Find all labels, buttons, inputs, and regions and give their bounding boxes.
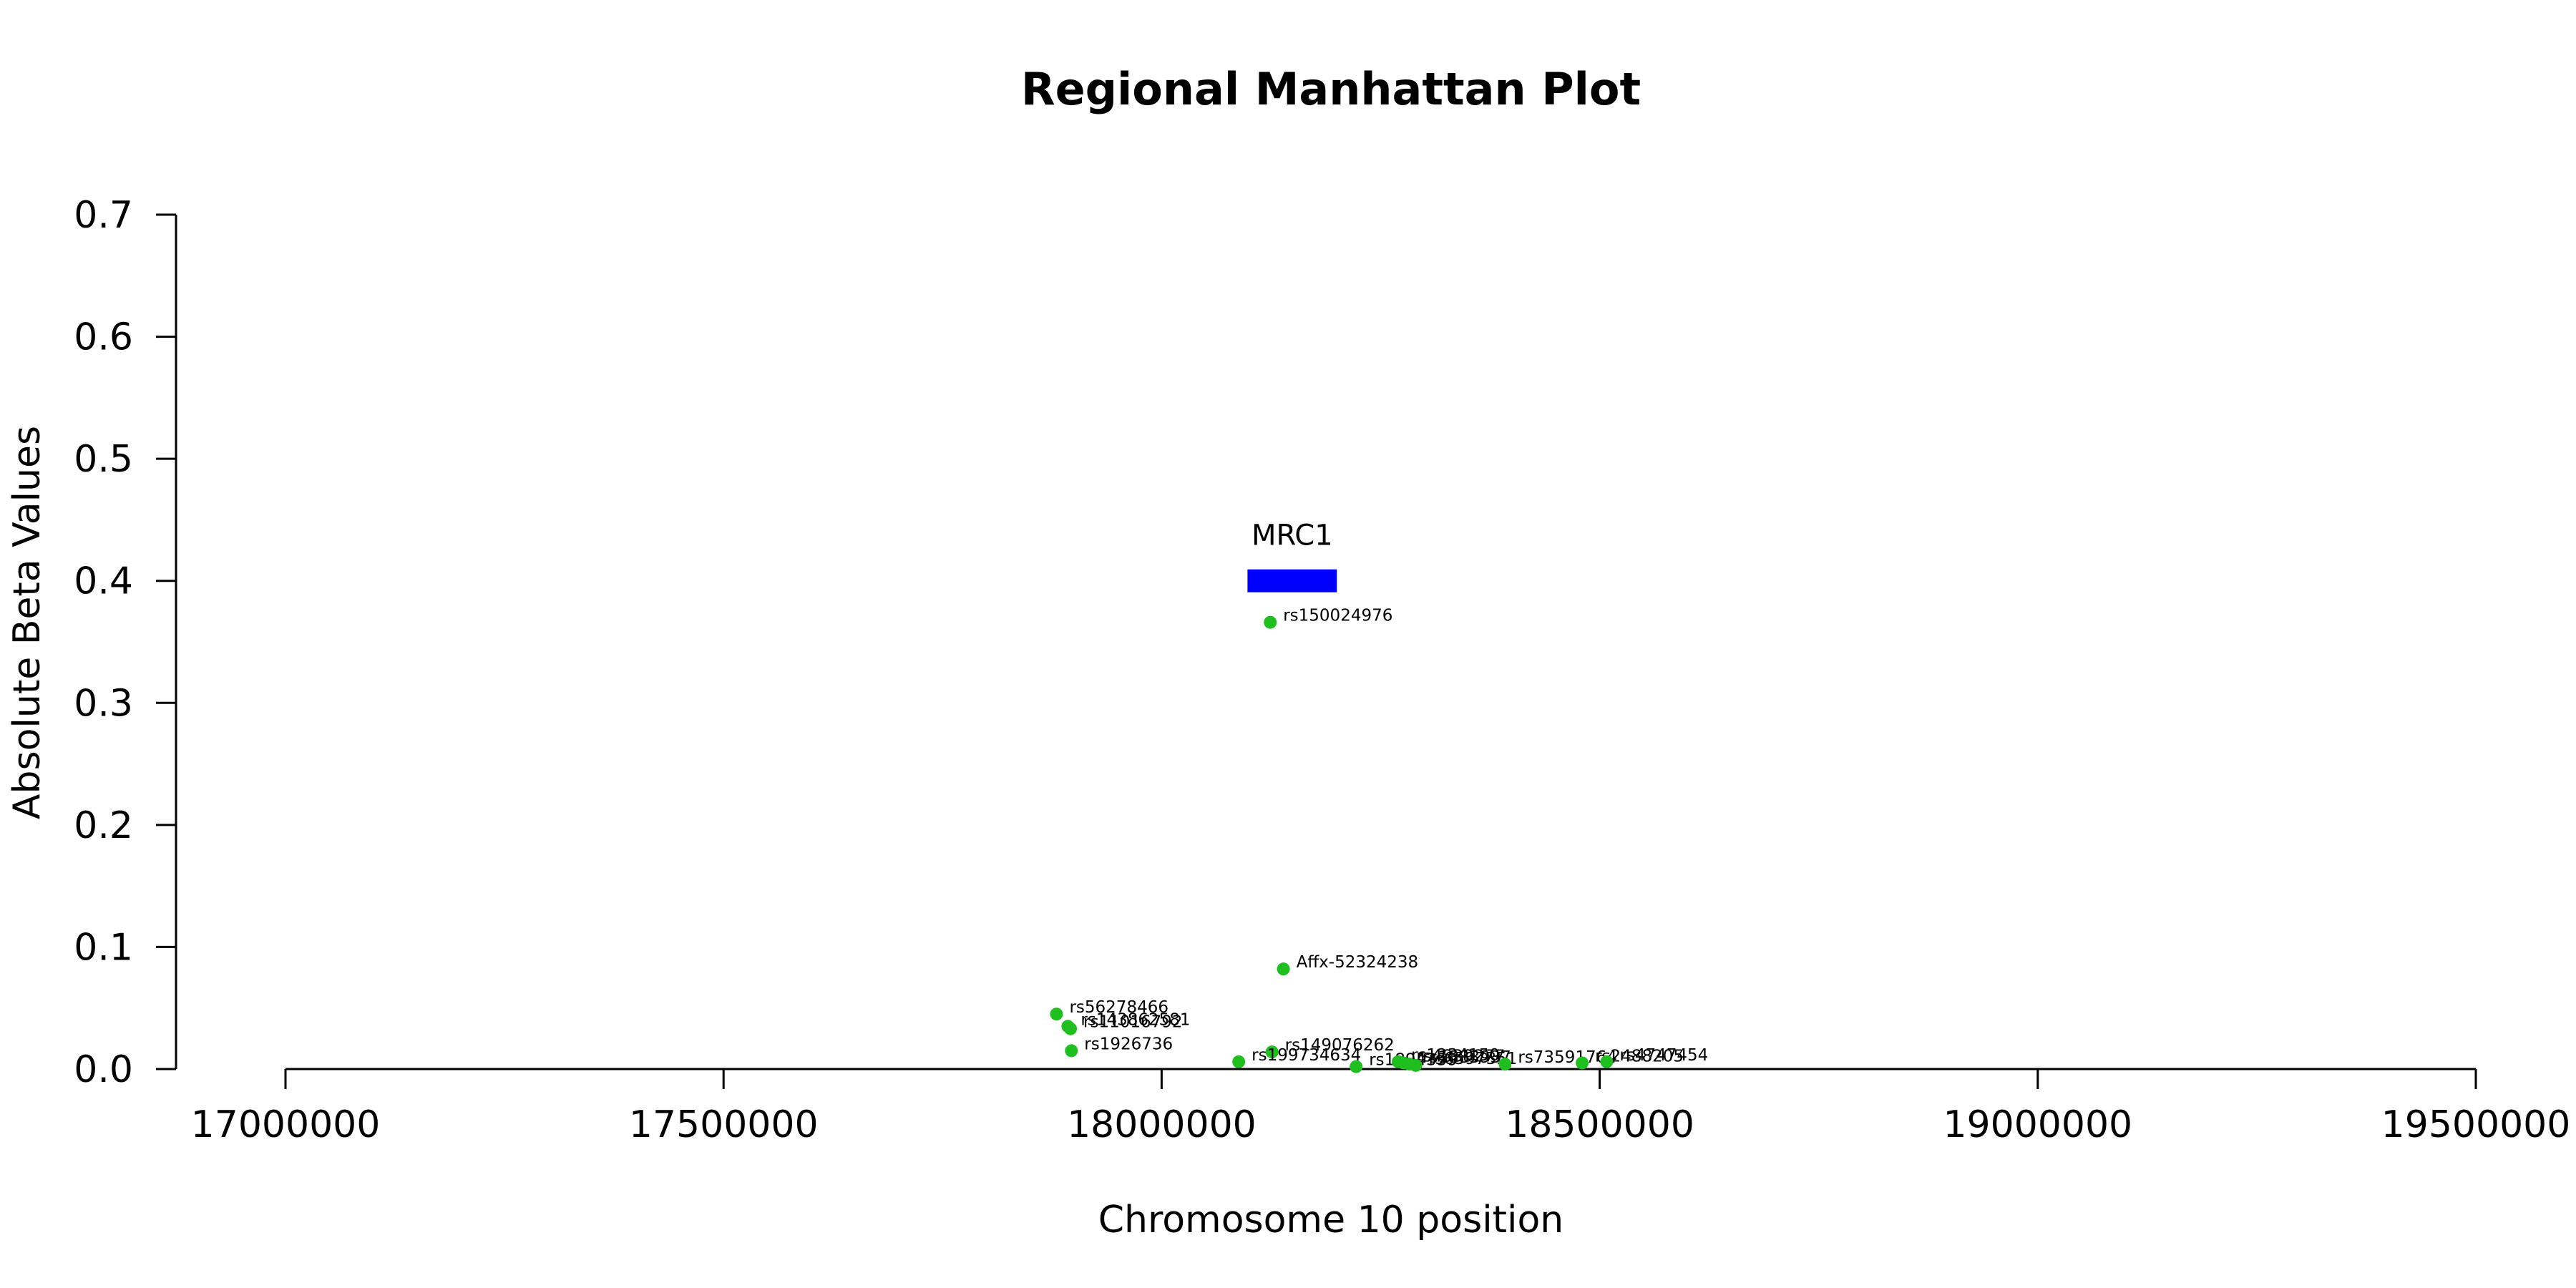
snp-label: rs150024976	[1283, 607, 1392, 625]
y-tick-label: 0.5	[74, 438, 133, 481]
y-tick-label: 0.6	[74, 316, 133, 359]
snp-point	[1232, 1055, 1246, 1068]
y-tick-label: 0.0	[74, 1048, 133, 1091]
x-tick-label: 19500000	[2381, 1103, 2571, 1146]
x-tick-label: 17000000	[191, 1103, 381, 1146]
snp-point	[1064, 1022, 1078, 1035]
snp-label: rs4747454	[1619, 1046, 1708, 1065]
snp-point	[1409, 1058, 1423, 1072]
gene-bar	[1247, 569, 1337, 592]
y-tick-label: 0.1	[74, 926, 133, 969]
x-tick-label: 18000000	[1067, 1103, 1257, 1146]
snp-point	[1350, 1060, 1363, 1073]
snp-label: rs149076262	[1285, 1036, 1395, 1055]
y-tick-label: 0.4	[74, 560, 133, 603]
snp-points: rs150024976 Affx-52324238 rs56278466rs1438…	[1050, 607, 1708, 1073]
x-axis-title: Chromosome 10 position	[1098, 1199, 1564, 1241]
x-tick-label: 17500000	[629, 1103, 819, 1146]
y-axis-title: Absolute Beta Values	[6, 426, 49, 819]
chart-title: Regional Manhattan Plot	[1021, 63, 1641, 115]
x-tick-label: 19000000	[1943, 1103, 2132, 1146]
snp-point	[1264, 615, 1277, 629]
y-axis: 0.0 0.1 0.2 0.3 0.4 0.5 0.6 0.7	[74, 194, 177, 1091]
snp-label: rs4839277	[1416, 1047, 1505, 1065]
x-tick-label: 18500000	[1505, 1103, 1694, 1146]
snp-label: rs199734634	[1252, 1046, 1361, 1065]
snp-label: rs1234150	[1411, 1046, 1500, 1065]
y-tick-label: 0.2	[74, 804, 133, 847]
snp-label: rs11016792	[1083, 1013, 1183, 1032]
snp-point	[1277, 962, 1290, 976]
snp-point	[1576, 1056, 1589, 1070]
snp-point	[1600, 1055, 1614, 1068]
snp-label: rs143862581	[1080, 1010, 1190, 1029]
x-axis: 17000000 17500000 18000000 18500000 19000000…	[191, 1068, 2571, 1146]
gene-track: MRC1	[1247, 519, 1337, 592]
snp-label: rs73591764	[1518, 1048, 1617, 1067]
y-tick-label: 0.3	[74, 682, 133, 725]
snp-label: rs1883937	[1423, 1048, 1511, 1067]
snp-label: rs56278466	[1069, 998, 1169, 1017]
snp-point	[1265, 1045, 1279, 1059]
snp-point	[1498, 1058, 1512, 1071]
y-tick-label: 0.7	[74, 194, 133, 237]
snp-label: rs1926736	[1084, 1035, 1173, 1053]
snp-point	[1050, 1008, 1063, 1021]
snp-point	[1065, 1044, 1078, 1058]
snp-label: Affx-52324238	[1297, 953, 1419, 972]
gene-label: MRC1	[1252, 519, 1333, 552]
